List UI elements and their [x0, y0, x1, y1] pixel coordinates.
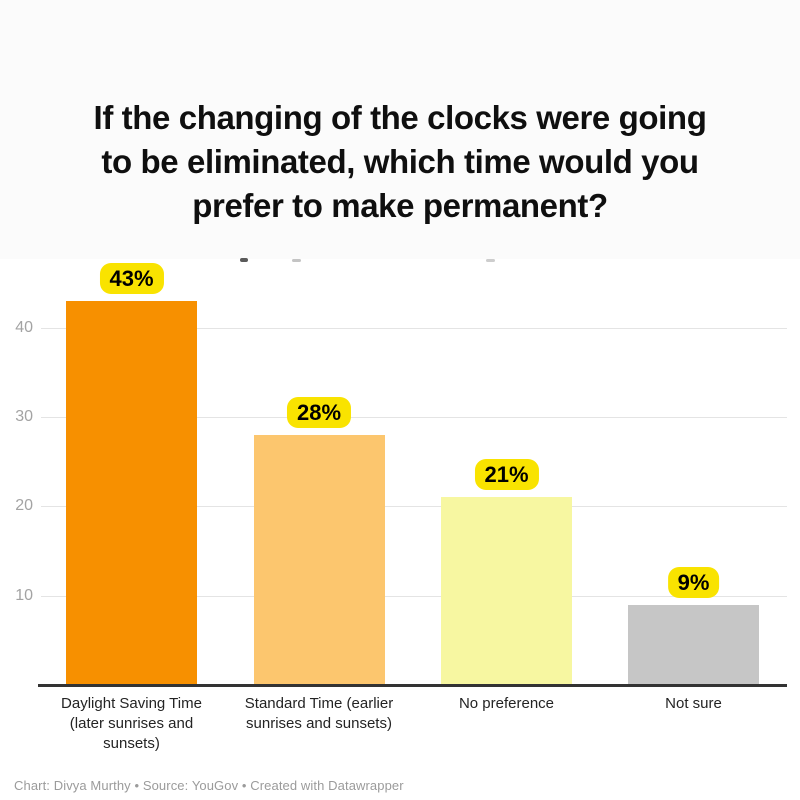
y-axis-tick-label: 30 [15, 408, 33, 426]
x-axis-line [38, 684, 787, 687]
clipped-text-artifact [486, 259, 495, 262]
bar-not-sure[interactable] [628, 604, 759, 685]
bar-daylight-saving-time[interactable] [66, 301, 197, 685]
page-top-band [0, 0, 800, 259]
x-axis-label-daylight-saving-time: Daylight Saving Time (later sunrises and… [61, 695, 202, 752]
x-axis-label-standard-time: Standard Time (earlier sunrises and suns… [244, 695, 394, 732]
x-axis-label-no-preference: No preference [458, 695, 555, 712]
value-label-badge: 28% [286, 396, 352, 428]
value-label-badge: 43% [99, 263, 164, 295]
x-axis-label-not-sure: Not sure [665, 695, 722, 712]
clipped-text-artifact [240, 258, 248, 262]
gridline-rule [41, 417, 787, 419]
gridline-rule [41, 327, 787, 329]
gridline-rule [41, 506, 787, 508]
bar-standard-time[interactable] [253, 434, 385, 685]
bar-group-not-sure: 9% [628, 0, 759, 685]
bar-group-daylight-saving-time: 43% [66, 0, 197, 685]
bar-group-no-preference: 21% [441, 0, 572, 685]
attribution-line: Chart: Divya Murthy • Source: YouGov • C… [14, 778, 404, 793]
value-label-badge: 9% [667, 566, 720, 598]
y-axis-tick-label: 10 [15, 586, 33, 604]
chart-title: If the changing of the clocks were going… [93, 99, 707, 224]
y-axis-tick-label: 20 [15, 497, 33, 515]
bar-group-standard-time: 28% [253, 0, 385, 685]
value-label-badge: 21% [474, 459, 539, 491]
clipped-text-artifact [292, 259, 301, 262]
bar-no-preference[interactable] [441, 497, 572, 685]
gridline-rule [41, 595, 787, 597]
y-axis-tick-label: 40 [15, 318, 33, 336]
